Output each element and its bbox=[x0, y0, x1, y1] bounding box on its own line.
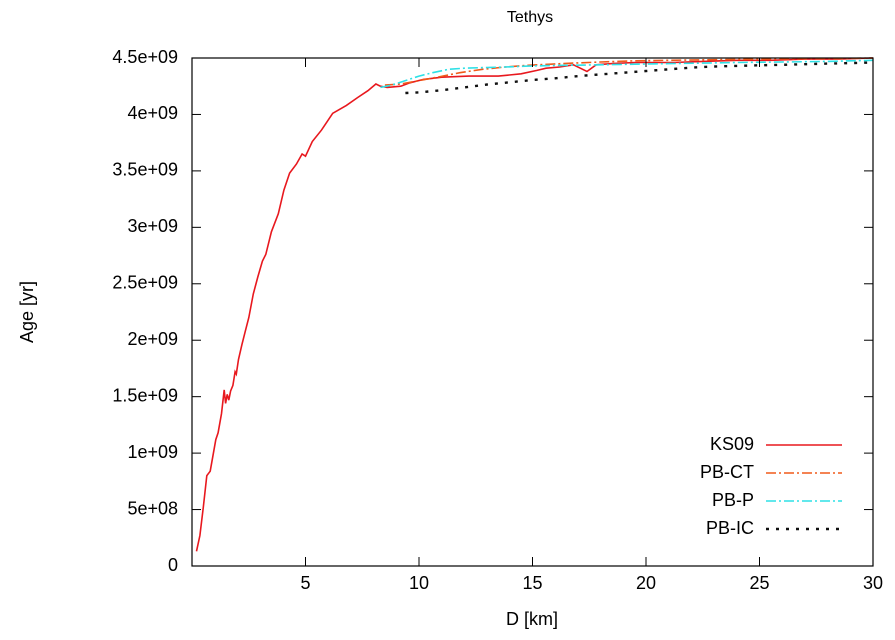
x-tick-label: 15 bbox=[522, 573, 542, 593]
plot-frame bbox=[191, 57, 874, 567]
series-line-pb-ic bbox=[405, 61, 874, 95]
y-axis-label: Age [yr] bbox=[17, 281, 37, 343]
y-tick-label: 5e+08 bbox=[127, 498, 178, 518]
legend: KS09 PB-CT PB-P PB-IC bbox=[700, 434, 842, 538]
x-tick-label: 10 bbox=[409, 573, 429, 593]
chart-title: Tethys bbox=[507, 9, 553, 26]
legend-label-ks09: KS09 bbox=[710, 434, 754, 454]
axis-ticks: 5 10 15 20 25 30 0 5e+08 1e+09 1.5e+09 2e+09 2.5e+0… bbox=[112, 47, 883, 593]
y-tick-label: 4.5e+09 bbox=[112, 47, 178, 67]
y-tick-label: 4e+09 bbox=[127, 103, 178, 123]
y-tick-label: 2.5e+09 bbox=[112, 273, 178, 293]
series-line-pb-p bbox=[380, 59, 874, 89]
legend-label-pb-ct: PB-CT bbox=[700, 462, 754, 482]
y-tick-label: 3.5e+09 bbox=[112, 160, 178, 180]
x-axis-label: D [km] bbox=[506, 609, 558, 629]
x-tick-label: 25 bbox=[749, 573, 769, 593]
y-tick-label: 1.5e+09 bbox=[112, 385, 178, 405]
y-tick-label: 1e+09 bbox=[127, 442, 178, 462]
x-tick-label: 20 bbox=[636, 573, 656, 593]
series-line-ks09 bbox=[195, 57, 874, 552]
x-tick-label: 30 bbox=[863, 573, 883, 593]
y-tick-label: 2e+09 bbox=[127, 329, 178, 349]
legend-label-pb-p: PB-P bbox=[712, 490, 754, 510]
legend-label-pb-ic: PB-IC bbox=[706, 518, 754, 538]
series-line-pb-ct bbox=[384, 57, 874, 86]
x-tick-label: 5 bbox=[300, 573, 310, 593]
plot-area bbox=[195, 57, 874, 552]
y-tick-label: 3e+09 bbox=[127, 216, 178, 236]
y-tick-label: 0 bbox=[168, 555, 178, 575]
